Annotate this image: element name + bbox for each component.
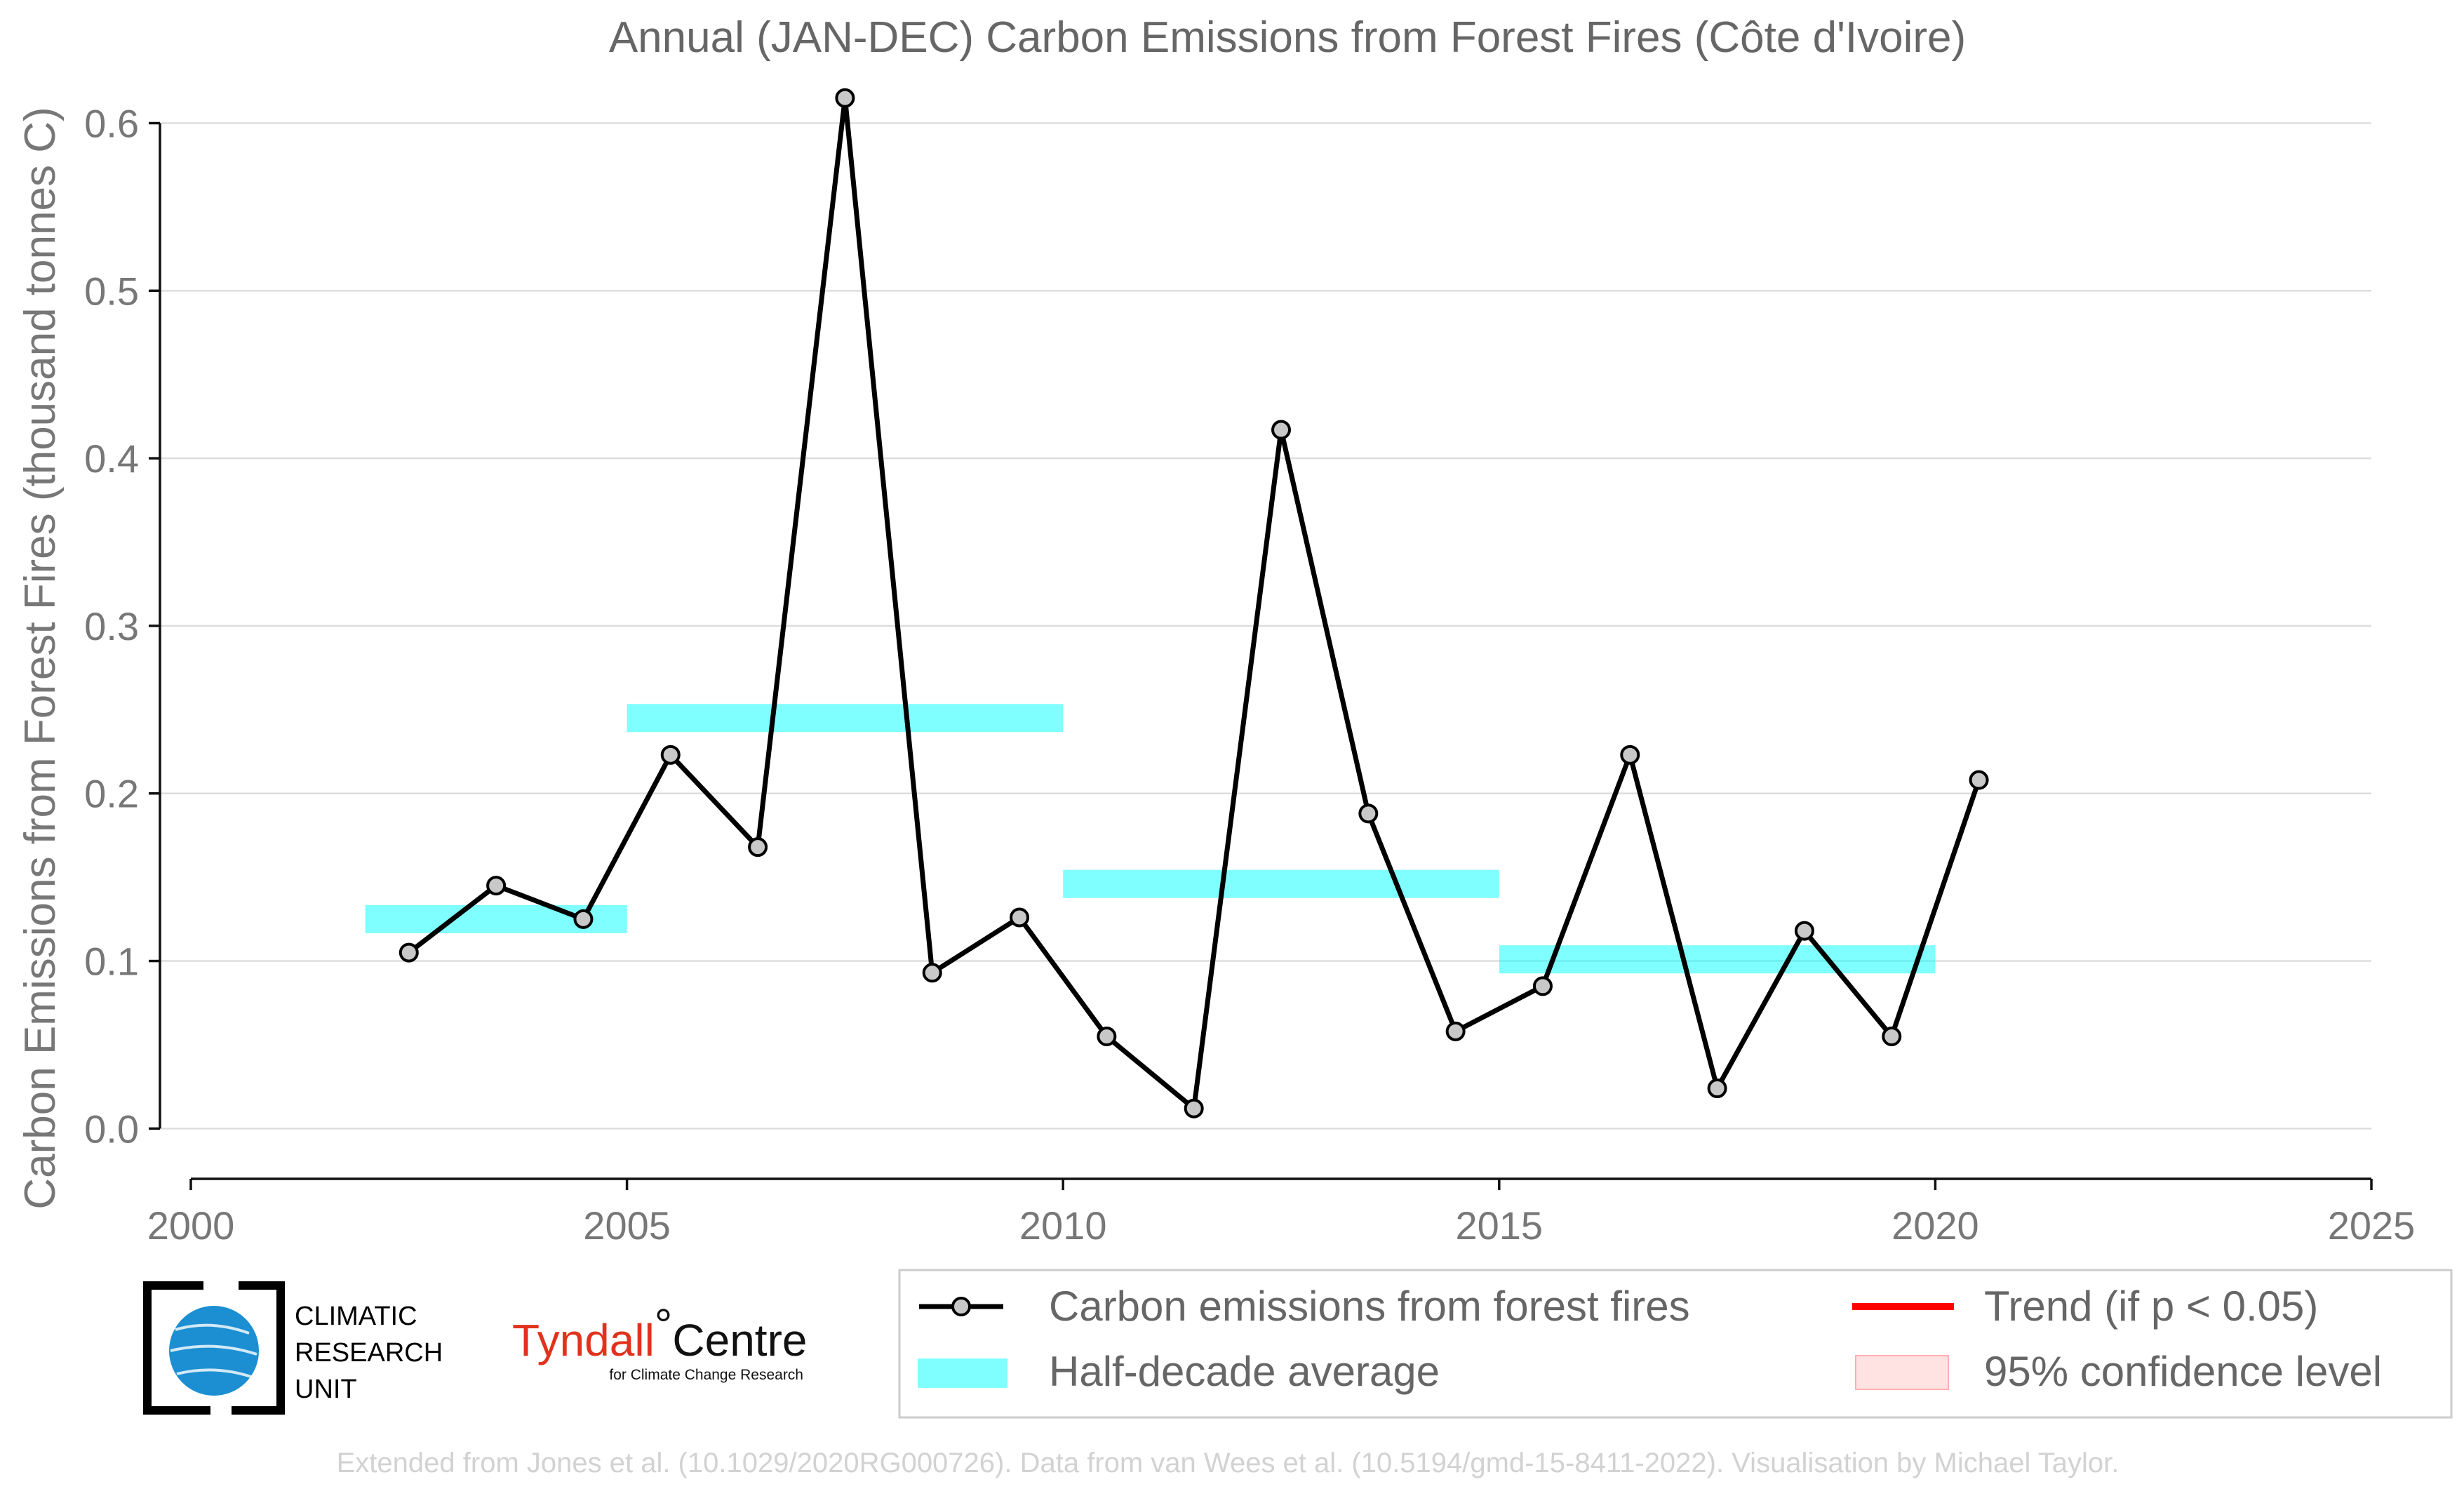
grid — [160, 122, 2371, 1130]
legend-frame — [898, 1269, 2453, 1419]
data-point — [1445, 1021, 1466, 1041]
data-point — [486, 876, 507, 896]
x-tick-label: 2025 — [2328, 1203, 2416, 1248]
data-point — [835, 88, 855, 108]
data-point — [1707, 1078, 1727, 1099]
half-decade-bar — [1063, 869, 1499, 898]
y-tick-label: 0.1 — [84, 940, 139, 984]
y-tick-label: 0.2 — [84, 772, 139, 816]
legend: Carbon emissions from forest fires Trend… — [898, 1269, 2453, 1419]
x-tick-label: 2015 — [1456, 1203, 1544, 1248]
data-point — [1010, 907, 1030, 928]
legend-label-confidence: 95% confidence level — [1984, 1348, 2382, 1395]
tyndall-wordmark: Tyndall°Centre — [512, 1300, 807, 1365]
legend-entry-trend: Trend (if p < 0.05) — [1852, 1283, 2318, 1330]
data-point — [1271, 420, 1291, 440]
tyndall-red: Tyndall — [512, 1315, 655, 1365]
y-tick-label: 0.4 — [84, 436, 139, 481]
x-tick-label: 2010 — [1019, 1203, 1107, 1248]
legend-entry-series: Carbon emissions from forest fires — [919, 1283, 1690, 1330]
data-point — [922, 963, 942, 983]
data-point — [1882, 1027, 1902, 1047]
legend-label-half-decade: Half-decade average — [1049, 1348, 1440, 1395]
globe-line-1 — [175, 1323, 250, 1335]
y-axis-label: Carbon Emissions from Forest Fires (thou… — [16, 107, 65, 1209]
globe-line-3 — [176, 1368, 252, 1378]
half-decade-bar — [1499, 945, 1936, 974]
tyndall-degree: ° — [655, 1300, 673, 1350]
data-point — [1969, 770, 1989, 790]
legend-entry-confidence: 95% confidence level — [1855, 1348, 2382, 1395]
legend-confidence-swatch — [1855, 1355, 1949, 1390]
chart-title: Annual (JAN-DEC) Carbon Emissions from F… — [609, 13, 1966, 62]
axes: 0.0 0.1 0.2 0.3 0.4 0.5 0.6 2000 2005 2010 2015 202… — [84, 102, 2415, 1248]
data-point — [1794, 921, 1814, 941]
cru-bracket-left — [143, 1281, 210, 1415]
x-tick-label: 2020 — [1891, 1203, 1979, 1248]
legend-label-series: Carbon emissions from forest fires — [1049, 1283, 1690, 1330]
legend-entry-half-decade: Half-decade average — [918, 1348, 1440, 1395]
legend-marker-swatch — [951, 1297, 971, 1316]
series — [399, 88, 1989, 1118]
tyndall-centre-logo: Tyndall°Centre for Climate Change Resear… — [512, 1300, 807, 1383]
data-point — [1620, 744, 1640, 765]
data-point — [1097, 1027, 1117, 1047]
y-tick-label: 0.3 — [84, 604, 139, 648]
half-decade-bar — [627, 704, 1064, 733]
cru-line-2: RESEARCH — [295, 1338, 443, 1368]
data-point — [573, 909, 594, 929]
data-point — [660, 744, 681, 765]
y-tick-label: 0.0 — [84, 1107, 139, 1151]
climatic-research-unit-logo: CLIMATIC RESEARCH UNIT — [143, 1281, 443, 1415]
globe-line-2 — [170, 1344, 257, 1356]
data-point — [748, 837, 768, 857]
y-tick-label: 0.5 — [84, 269, 139, 313]
tyndall-black: Centre — [672, 1315, 807, 1365]
legend-label-trend: Trend (if p < 0.05) — [1984, 1283, 2318, 1330]
data-point — [1358, 803, 1379, 824]
tyndall-subtitle: for Climate Change Research — [609, 1367, 803, 1383]
cru-line-1: CLIMATIC — [295, 1302, 417, 1331]
x-tick-label: 2005 — [583, 1203, 671, 1248]
cru-line-3: UNIT — [295, 1375, 357, 1404]
cru-bracket-right — [232, 1281, 285, 1415]
data-point — [1532, 976, 1553, 996]
y-tick-label: 0.6 — [84, 102, 139, 146]
legend-band-swatch — [918, 1358, 1007, 1388]
footer-credits: Extended from Jones et al. (10.1029/2020… — [337, 1448, 2120, 1478]
data-point — [1184, 1098, 1204, 1118]
data-point — [399, 942, 419, 963]
half-decade-averages — [365, 704, 1936, 974]
x-tick-label: 2000 — [147, 1203, 235, 1248]
